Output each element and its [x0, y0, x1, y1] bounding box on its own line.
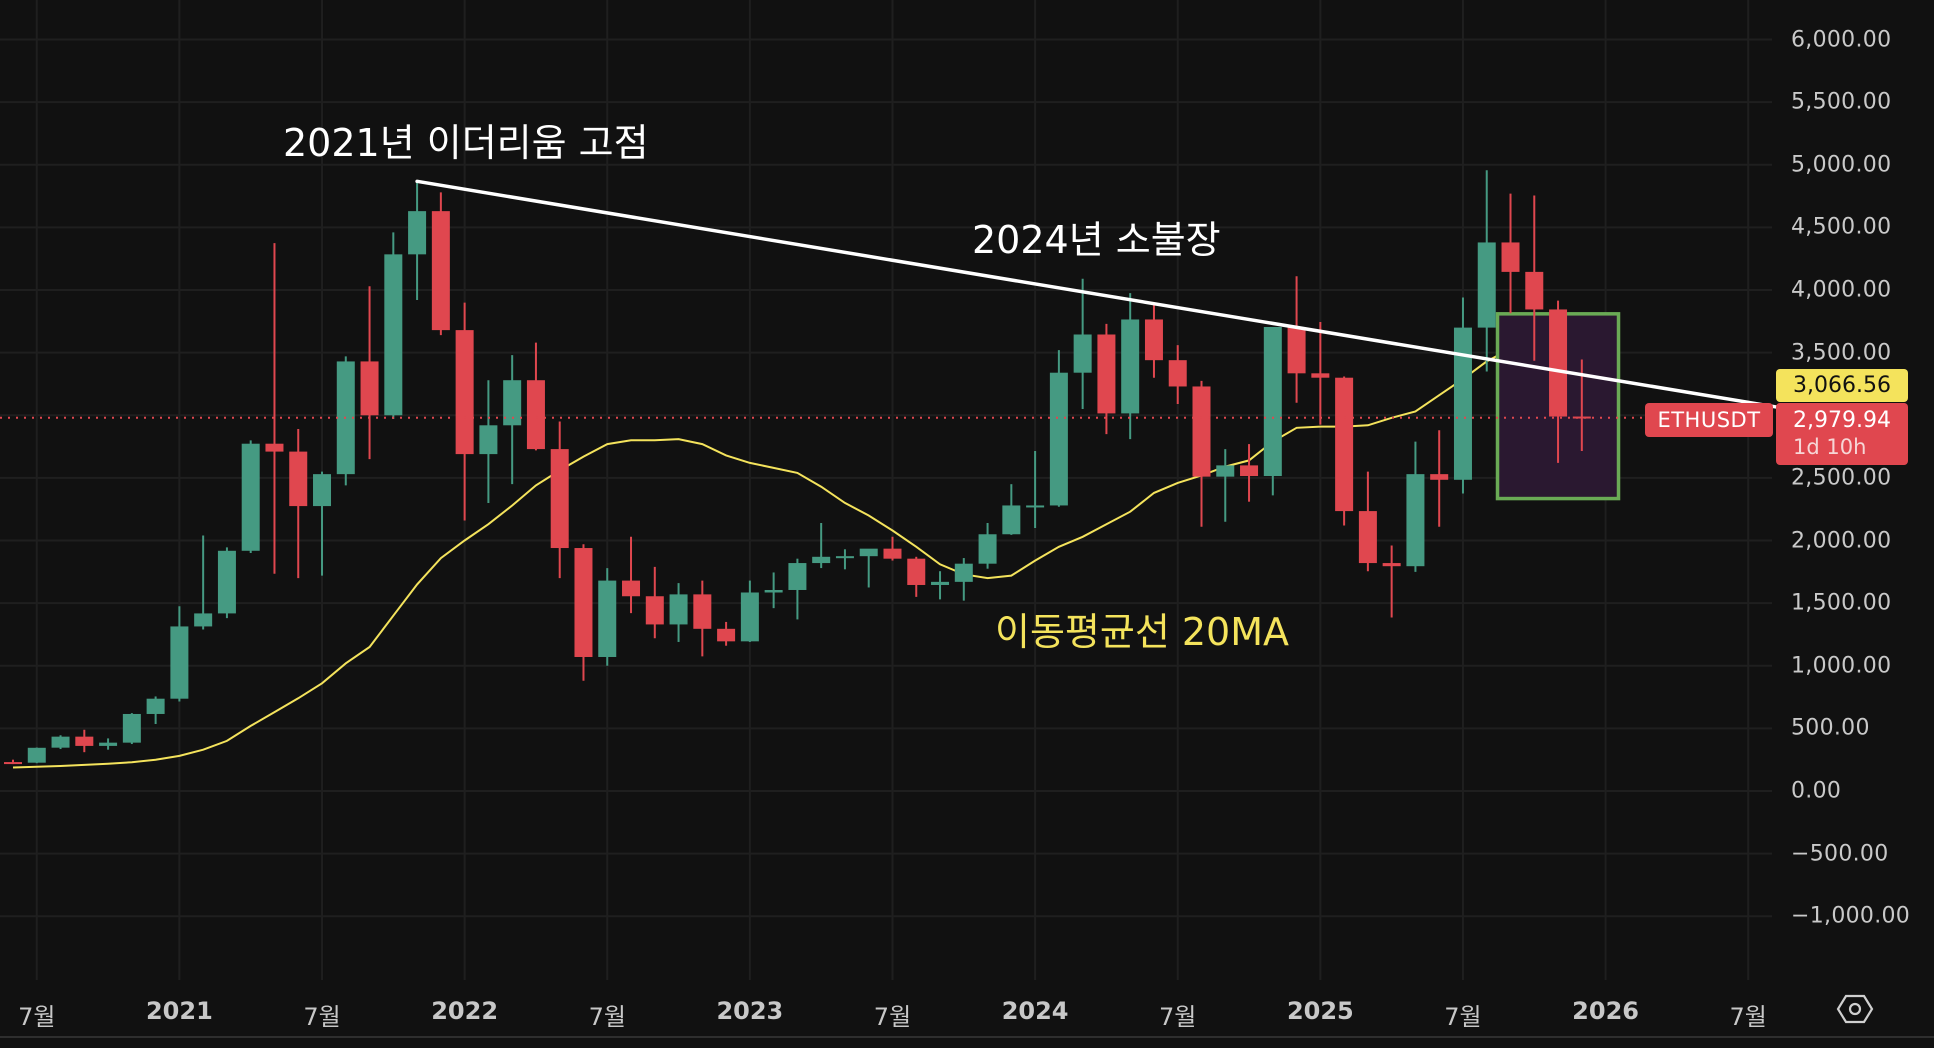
price-tick-label: 5,500.00 [1791, 89, 1892, 115]
price-tick-label: 2,000.00 [1791, 528, 1892, 554]
moving-average-line [12, 345, 1582, 769]
price-tick-label: 1,500.00 [1791, 590, 1892, 616]
time-tick-label: 2024 [1001, 997, 1069, 1025]
price-tick-label: 4,500.00 [1791, 214, 1892, 240]
time-tick-label: 2025 [1286, 997, 1354, 1025]
time-tick-label: 7월 [873, 1003, 912, 1031]
time-tick-label: 7월 [303, 1003, 341, 1031]
price-tick-label: 2,500.00 [1791, 465, 1892, 491]
candlesticks [4, 170, 1591, 765]
time-tick-label: 7월 [1729, 1003, 1767, 1031]
candle-countdown: 1d 10h [1793, 435, 1867, 459]
trend-line[interactable] [415, 179, 1778, 409]
time-tick-label: 7월 [588, 1003, 626, 1031]
annotation-2021-peak[interactable]: 2021년 이더리움 고점 [283, 121, 649, 165]
current-price-tag: 2,979.94 1d 10h [1776, 403, 1908, 465]
price-tick-label: 3,500.00 [1791, 340, 1892, 366]
time-tick-label: 2023 [716, 997, 784, 1025]
price-tick-label: 500.00 [1791, 715, 1870, 741]
price-tick-label: 5,000.00 [1791, 152, 1892, 178]
price-tick-label: −1,000.00 [1791, 903, 1911, 929]
time-tick-label: 7월 [18, 1003, 56, 1031]
annotation-ma[interactable]: 이동평균선 20MA [995, 610, 1290, 654]
time-tick-label: 2021 [145, 997, 213, 1025]
settings-icon[interactable] [1836, 993, 1874, 1025]
trendline-price-tag: 3,066.56 [1776, 369, 1908, 402]
time-tick-label: 7월 [1444, 1003, 1482, 1031]
time-tick-label: 7월 [1159, 1003, 1197, 1031]
annotation-2024-bull[interactable]: 2024년 소불장 [972, 218, 1221, 262]
time-tick-label: 2022 [431, 997, 499, 1025]
current-price-value: 2,979.94 [1793, 408, 1891, 433]
bottom-divider [0, 1036, 1934, 1038]
time-tick-label: 2026 [1572, 997, 1639, 1025]
price-tick-label: 6,000.00 [1791, 27, 1892, 53]
price-tick-label: 4,000.00 [1791, 277, 1892, 303]
price-tick-label: 1,000.00 [1791, 653, 1892, 679]
price-tick-label: −500.00 [1791, 841, 1889, 867]
symbol-label: ETHUSDT [1645, 403, 1773, 437]
price-tick-label: 0.00 [1791, 778, 1842, 804]
